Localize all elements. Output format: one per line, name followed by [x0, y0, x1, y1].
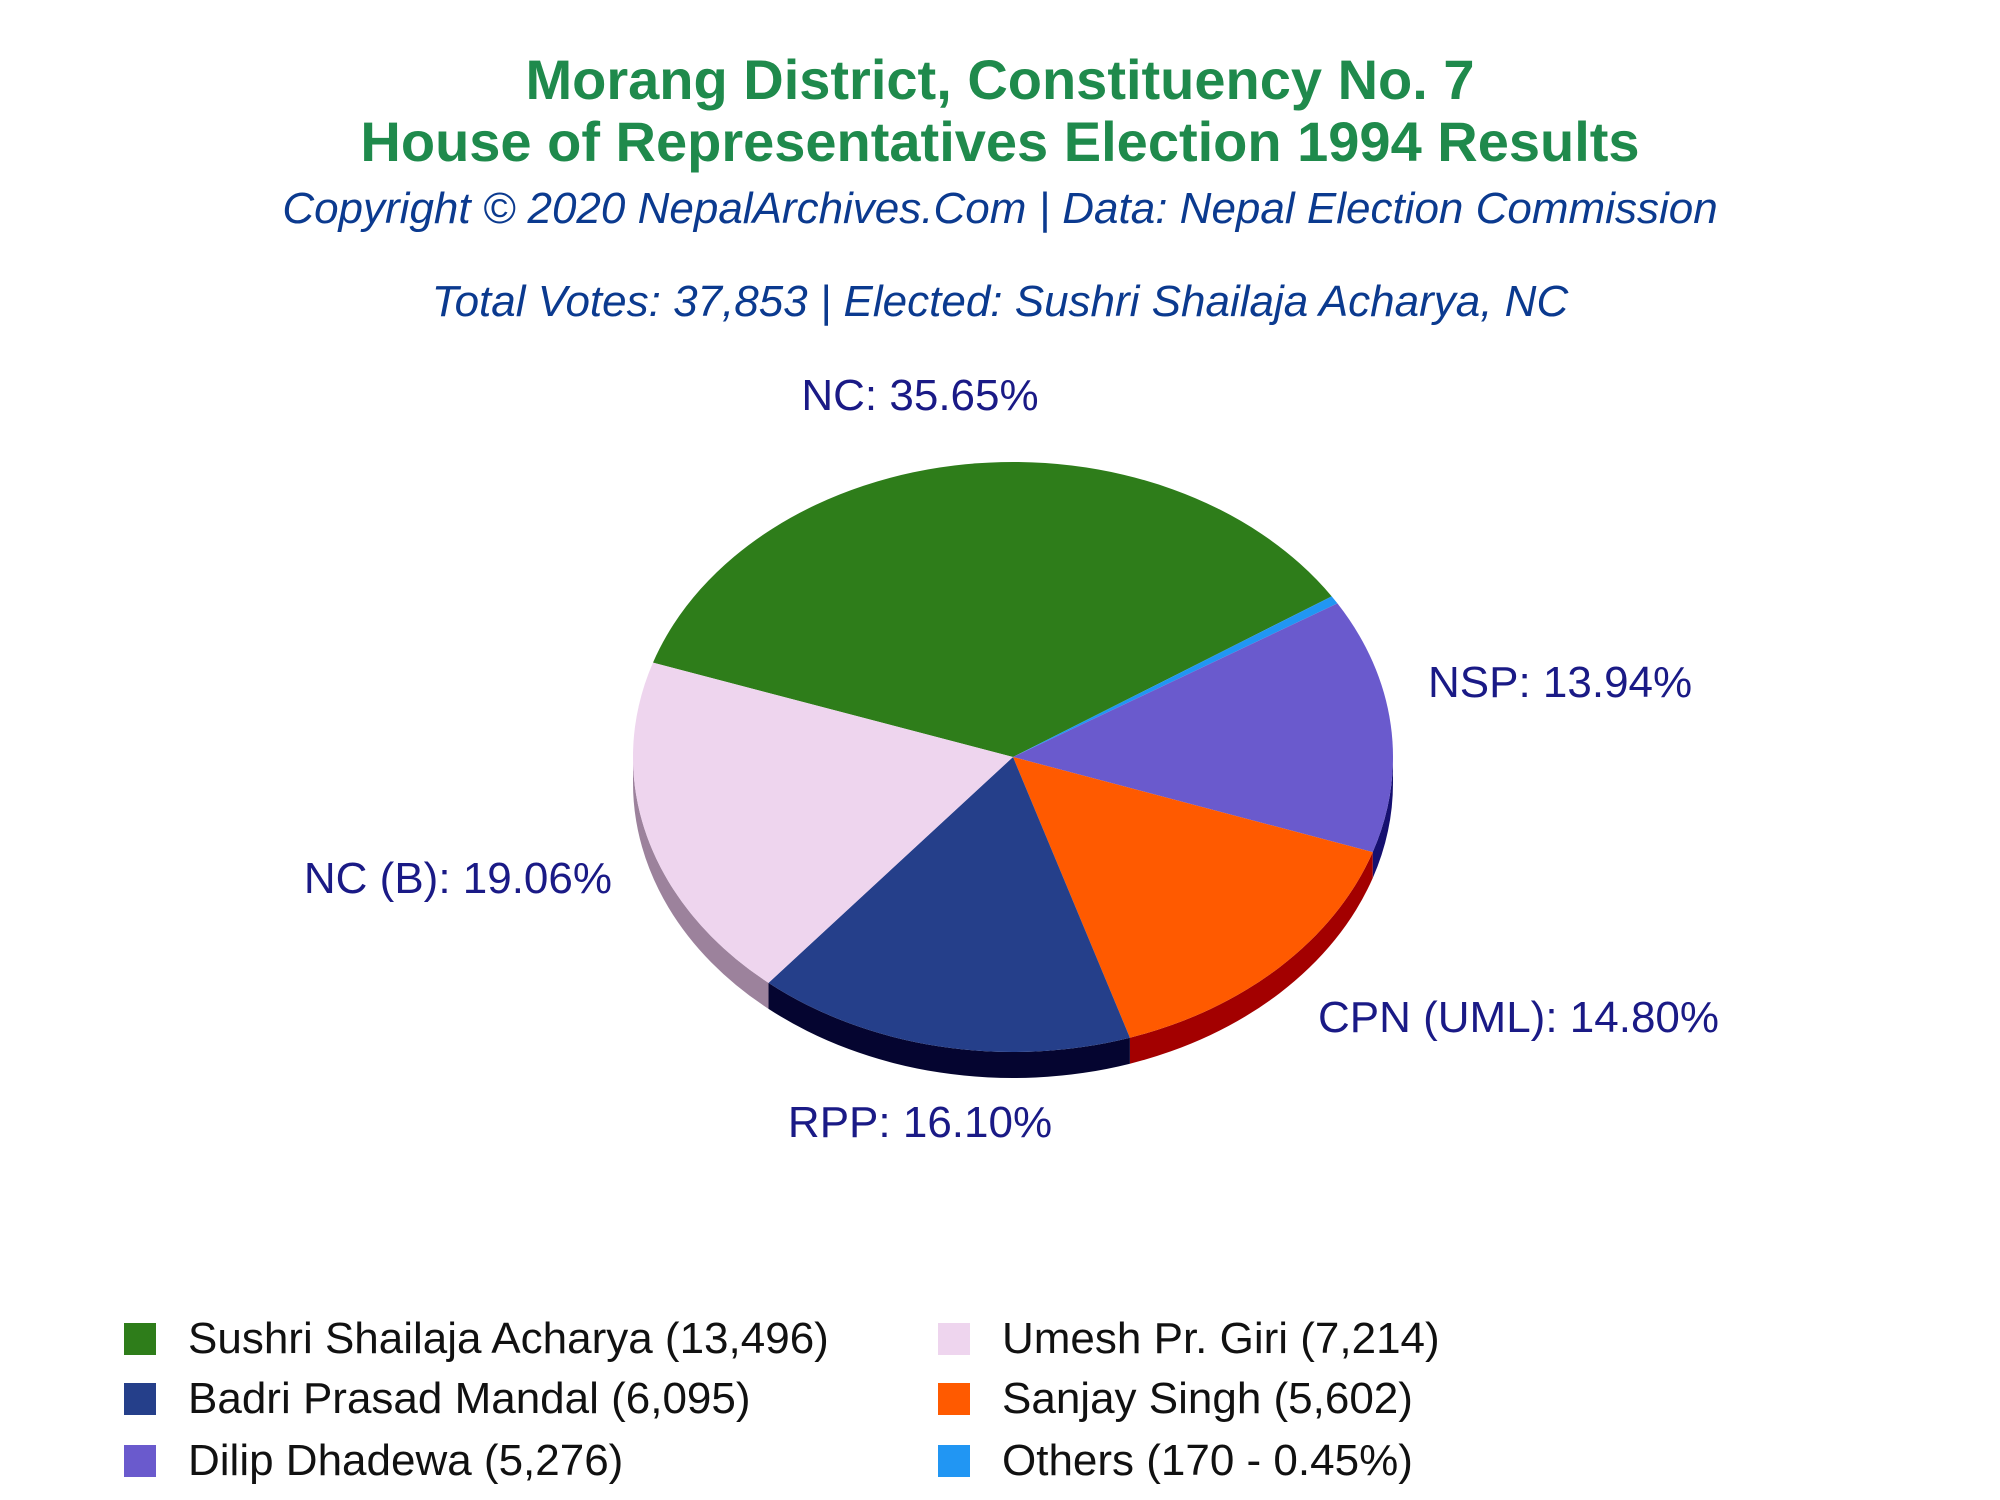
legend-swatch — [938, 1445, 970, 1477]
pie-slice-2 — [1013, 603, 1393, 853]
legend-swatch — [938, 1323, 970, 1355]
pie-label-0: NC: 35.65% — [801, 371, 1038, 420]
legend-label: Sanjay Singh (5,602) — [1002, 1374, 1413, 1423]
pie-side-5-0 — [633, 757, 769, 1009]
legend-label: Dilip Dhadewa (5,276) — [188, 1436, 624, 1485]
chart-title-line2: House of Representatives Election 1994 R… — [360, 110, 1640, 173]
legend-label: Badri Prasad Mandal (6,095) — [188, 1374, 751, 1423]
pie-label-5: NC (B): 19.06% — [304, 854, 612, 903]
pie-chart: NC: 35.65% NSP: 13.94% CPN (UML): 14.80% RP… — [304, 371, 1719, 1147]
pie-slice-0 — [652, 461, 1332, 757]
legend-label: Umesh Pr. Giri (7,214) — [1002, 1314, 1440, 1363]
pie-side-3-0 — [1129, 852, 1373, 1064]
legend-swatch — [124, 1445, 156, 1477]
pie-label-3: CPN (UML): 14.80% — [1318, 993, 1719, 1042]
pie-slice-4 — [768, 757, 1130, 1052]
pie-side-2-0 — [1372, 757, 1393, 879]
summary-line: Total Votes: 37,853 | Elected: Sushri Sh… — [431, 277, 1569, 326]
chart-title-line1: Morang District, Constituency No. 7 — [525, 48, 1475, 111]
pie-slice-5 — [633, 662, 1013, 983]
pie-label-4: RPP: 16.10% — [788, 1098, 1052, 1147]
legend-swatch — [124, 1383, 156, 1415]
legend-label: Sushri Shailaja Acharya (13,496) — [188, 1314, 829, 1363]
pie-label-2: NSP: 13.94% — [1428, 658, 1692, 707]
legend-swatch — [938, 1383, 970, 1415]
copyright-line: Copyright © 2020 NepalArchives.Com | Dat… — [282, 184, 1718, 233]
pie-slice-1 — [1013, 596, 1338, 757]
pie-slice-3 — [1013, 757, 1373, 1038]
pie-side-4-0 — [768, 982, 1130, 1078]
legend-label: Others (170 - 0.45%) — [1002, 1436, 1413, 1485]
legend-swatch — [124, 1323, 156, 1355]
